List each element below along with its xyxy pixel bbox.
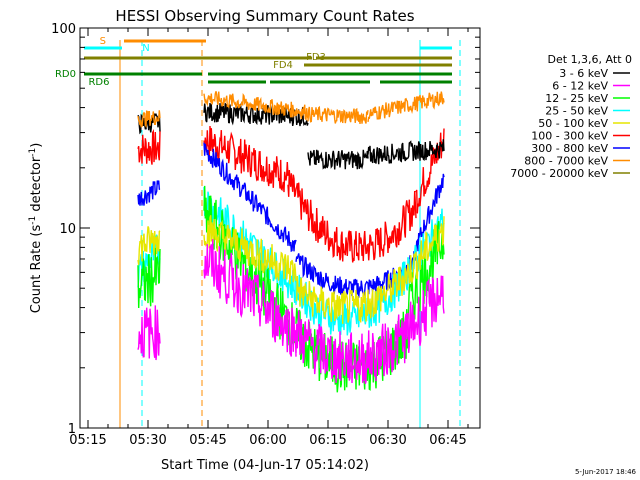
y-axis-label-superscript-1: -1 — [28, 216, 38, 225]
series-line-4 — [295, 257, 409, 336]
series-line-8 — [137, 110, 161, 129]
series-line-2 — [137, 305, 161, 361]
y-tick-label: 1 — [68, 422, 76, 437]
y-axis-label-main: Count Rate (s — [29, 225, 44, 314]
legend-label: 6 - 12 keV — [552, 80, 608, 93]
series-line-7 — [203, 142, 297, 253]
series-line-7 — [137, 180, 161, 206]
series-line-1 — [307, 149, 369, 170]
axes: 05:15 05:30 05:45 06:00 06:15 06:30 06:45 1 10 10… — [51, 22, 480, 448]
flag-label-n: N — [142, 43, 149, 54]
x-tick-label: 06:45 — [429, 433, 466, 448]
x-tick-label: 06:15 — [309, 433, 346, 448]
flag-label-s: S — [100, 36, 106, 47]
legend-label: 3 - 6 keV — [559, 67, 608, 80]
y-tick-label: 10 — [59, 222, 76, 237]
data-layer: S N FD3 FD4 RD0 RD6 — [55, 36, 461, 428]
y-axis-label-superscript-2: -1 — [28, 148, 38, 157]
series-line-2 — [203, 239, 297, 357]
y-axis-label: Count Rate (s-1 detector-1) — [28, 143, 44, 314]
series-line-8 — [307, 105, 369, 124]
y-axis-label-end: ) — [29, 143, 44, 148]
series-line-5 — [137, 226, 161, 265]
legend-label: 800 - 7000 keV — [524, 155, 608, 168]
legend-label: 12 - 25 keV — [545, 92, 608, 105]
series-line-8 — [367, 91, 445, 122]
legend-label: 100 - 300 keV — [531, 130, 608, 143]
series-line-1 — [367, 139, 445, 165]
series-line-1 — [137, 111, 161, 135]
series-line-7 — [415, 173, 445, 256]
legend-label: 50 - 100 keV — [538, 117, 608, 130]
flag-label-rd0: RD0 — [55, 69, 76, 80]
x-tick-label: 05:45 — [189, 433, 226, 448]
series-line-5 — [295, 263, 409, 324]
flag-label-fd4: FD4 — [273, 60, 293, 71]
series-line-5 — [407, 216, 445, 285]
series-line-6 — [287, 169, 417, 263]
x-tick-label: 06:00 — [249, 433, 286, 448]
footer-timestamp: 5-Jun-2017 18:46 — [575, 468, 637, 476]
series-line-2 — [295, 310, 409, 385]
series-line-5 — [203, 215, 297, 285]
series-line-2 — [407, 275, 445, 353]
series-line-6 — [137, 128, 161, 165]
flag-label-rd6: RD6 — [88, 77, 109, 88]
y-tick-label: 100 — [51, 22, 76, 37]
x-tick-label: 06:30 — [369, 433, 406, 448]
series-line-8 — [203, 91, 309, 121]
x-axis-label: Start Time (04-Jun-17 05:14:02) — [161, 458, 369, 473]
flag-label-fd3: FD3 — [306, 52, 326, 63]
legend-header: Det 1,3,6, Att 0 — [548, 53, 632, 66]
chart-title: HESSI Observing Summary Count Rates — [115, 7, 414, 25]
y-axis-label-mid: detector — [29, 156, 44, 216]
x-tick-label: 05:15 — [69, 433, 106, 448]
x-tick-label: 05:30 — [129, 433, 166, 448]
legend-label: 25 - 50 keV — [545, 105, 608, 118]
legend-label: 300 - 800 keV — [531, 142, 608, 155]
series-line-3 — [203, 185, 297, 352]
series-line-3 — [137, 247, 161, 309]
legend-label: 7000 - 20000 keV — [510, 167, 608, 180]
